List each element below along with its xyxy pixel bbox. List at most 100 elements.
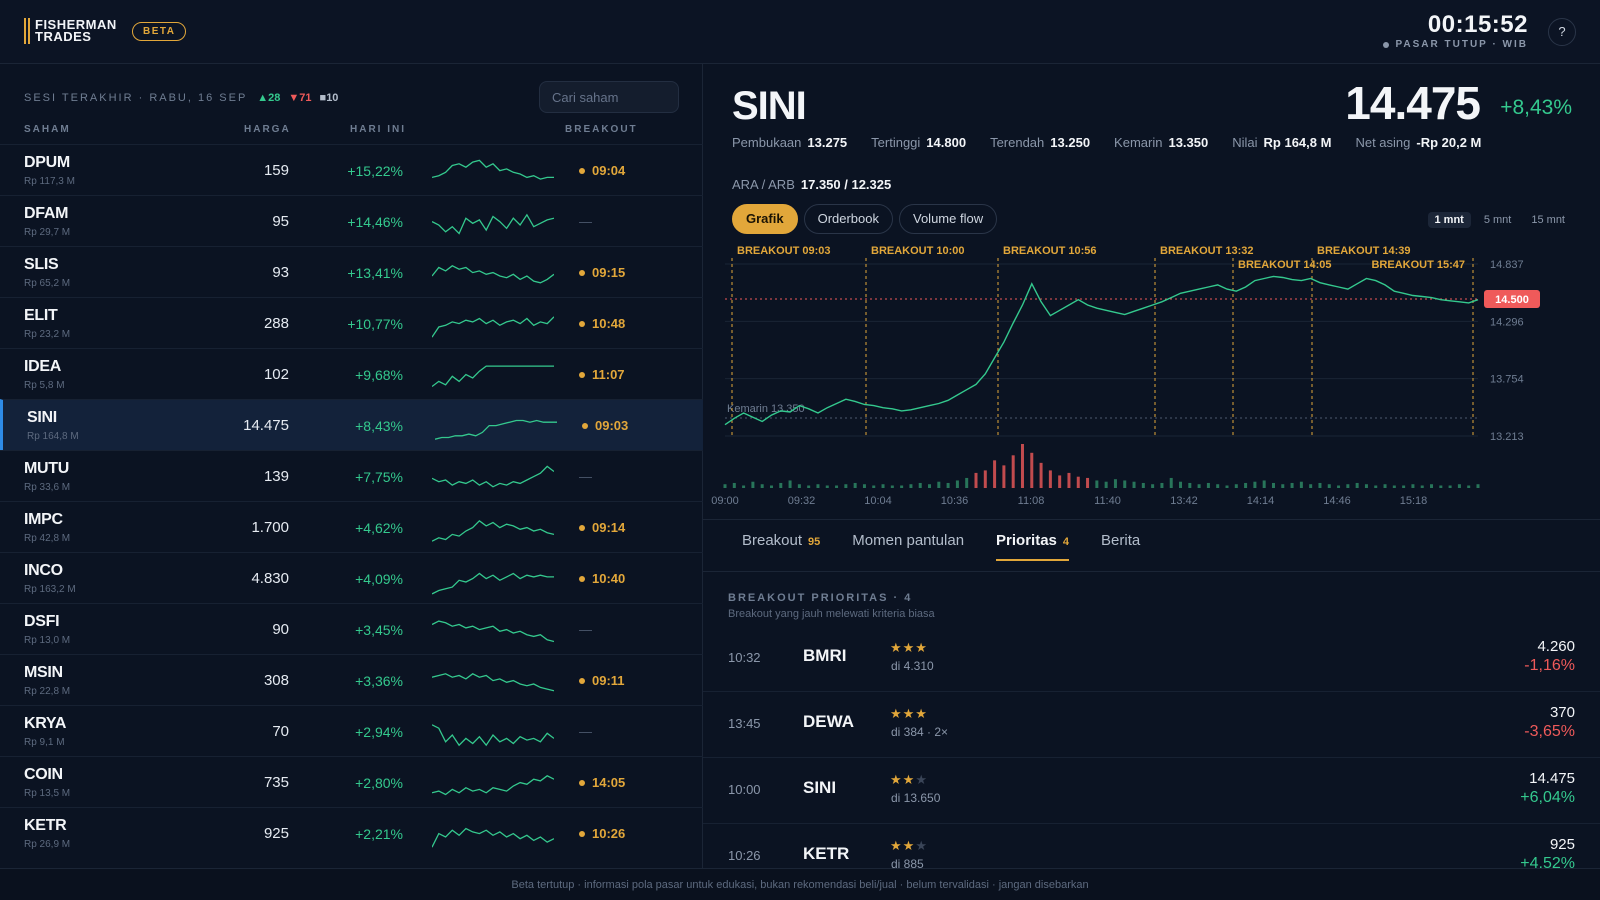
row-breakout: 09:11 [579,673,625,688]
row-price: 1.700 [251,519,289,536]
feed-tab[interactable]: Momen pantulan [852,532,964,561]
help-button[interactable]: ? [1548,18,1576,46]
watchlist-row[interactable]: ELIT Rp 23,2 M 288 +10,77% 10:48 [0,297,703,348]
priority-item[interactable]: 10:26 KETR ★★★ di 885 925 +4,52% [703,824,1600,868]
breakout-time: 10:26 [592,826,626,841]
priority-item[interactable]: 10:32 BMRI ★★★ di 4.310 4.260 -1,16% [703,626,1600,692]
row-price: 70 [272,723,289,740]
volume-bar [1197,484,1201,488]
sparkline-path [432,365,554,388]
breakout-dot-icon [582,422,588,429]
divider [703,519,1600,520]
item-price: 925 [1549,836,1575,853]
volume-bar [816,484,820,488]
stat-item: Kemarin 13.350 [1114,135,1208,150]
ara-label: ARA / ARB [732,177,795,192]
watchlist-row[interactable]: KETR Rp 26,9 M 925 +2,21% 10:26 [0,807,703,858]
row-ticker: COIN [24,766,63,783]
row-sparkline [432,265,554,284]
row-price: 308 [263,672,289,689]
tab-grafik[interactable]: Grafik [732,204,798,234]
ara-value: 17.350 / 12.325 [800,177,892,192]
volume-bar [1290,482,1294,488]
breakout-time: — [579,622,592,637]
watchlist-row[interactable]: MUTU Rp 33,6 M 139 +7,75% — [0,450,703,501]
feed-tab-label: Prioritas [996,532,1057,549]
volume-bar [1095,480,1099,488]
col-header-breakout[interactable]: BREAKOUT [565,124,638,135]
volume-bar [807,485,811,488]
volume-bar [1383,484,1387,488]
watchlist-row[interactable]: COIN Rp 13,5 M 735 +2,80% 14:05 [0,756,703,807]
stat-label: Pembukaan [732,135,802,150]
row-price: 102 [263,366,289,383]
breakout-label: BREAKOUT 13:32 [1160,245,1254,257]
volume-bar [862,484,866,488]
col-header-ticker[interactable]: SAHAM [24,124,71,135]
logo-line2: TRADES [35,29,92,44]
priority-item[interactable]: 13:45 DEWA ★★★ di 384 · 2× 370 -3,65% [703,692,1600,758]
watchlist-row[interactable]: MSIN Rp 22,8 M 308 +3,36% 09:11 [0,654,703,705]
price-series-line [724,275,1479,426]
volume-bar [1318,482,1322,488]
watchlist-row[interactable]: KRYA Rp 9,1 M 70 +2,94% — [0,705,703,756]
item-time: 10:00 [728,782,761,797]
feed-tab[interactable]: Berita [1101,532,1140,561]
watchlist-row[interactable]: DFAM Rp 29,7 M 95 +14,46% — [0,195,703,246]
volume-bar [965,477,969,488]
item-time: 13:45 [728,716,761,731]
breakout-dot-icon [579,269,585,276]
timeframe-1m[interactable]: 1 mnt [1427,212,1471,228]
breakout-dot-icon [579,575,585,582]
priority-item[interactable]: 10:00 SINI ★★★ di 13.650 14.475 +6,04% [703,758,1600,824]
volume-bar [1188,482,1192,488]
col-header-today[interactable]: HARI INI [350,124,406,135]
breakout-time: — [579,469,592,484]
col-header-price[interactable]: HARGA [244,124,291,135]
row-change: +10,77% [347,316,403,332]
volume-bar [1281,484,1285,488]
price-chart[interactable]: 14.837 14.296 13.754 13.213 Kemarin 13.350 14… [703,236,1600,516]
volume-bar [1058,475,1062,488]
watchlist-row[interactable]: SLIS Rp 65,2 M 93 +13,41% 09:15 [0,246,703,297]
volume-bar [993,460,997,488]
sparkline-path [432,519,554,542]
x-tick-label: 15:18 [1400,495,1428,507]
volume-bar [751,481,755,488]
market-status: PASAR TUTUP · WIB [1383,39,1528,50]
timeframe-15m[interactable]: 15 mnt [1531,214,1565,226]
tab-volume-flow[interactable]: Volume flow [899,204,998,234]
row-price: 925 [263,825,289,842]
tab-orderbook[interactable]: Orderbook [803,204,893,234]
sparkline-path [435,419,557,440]
stars-filled: ★★ [890,838,916,853]
timeframe-5m[interactable]: 5 mnt [1483,214,1512,226]
app-logo[interactable]: FISHERMAN TRADES [24,18,117,44]
detail-price: 14.475 [1345,77,1481,129]
sparkline-path [432,620,554,643]
watchlist-row[interactable]: SINI Rp 164,8 M 14.475 +8,43% 09:03 [0,399,703,450]
breakout-dot-icon [579,167,585,174]
row-sparkline [432,572,554,595]
watchlist-row[interactable]: DSFI Rp 13,0 M 90 +3,45% — [0,603,703,654]
feed-tab[interactable]: Breakout 95 [742,532,820,561]
watchlist-row[interactable]: IDEA Rp 5,8 M 102 +9,68% 11:07 [0,348,703,399]
feed-tab[interactable]: Prioritas 4 [996,532,1069,561]
volume-bar [1448,485,1452,488]
breakout-time: — [579,724,592,739]
breakout-dot-icon [579,320,585,327]
row-change: +9,68% [355,367,403,383]
star-rating-icon: ★★★ [890,640,928,656]
watchlist-row[interactable]: DPUM Rp 117,3 M 159 +15,22% 09:04 [0,144,703,195]
watchlist-row[interactable]: IMPC Rp 42,8 M 1.700 +4,62% 09:14 [0,501,703,552]
row-value: Rp 26,9 M [24,839,71,850]
stat-item: Terendah 13.250 [990,135,1090,150]
volume-bar [937,481,941,488]
watchlist-row[interactable]: INCO Rp 163,2 M 4.830 +4,09% 10:40 [0,552,703,603]
row-value: Rp 117,3 M [24,176,75,187]
sparkline-path [432,572,554,595]
stat-value: 13.350 [1168,135,1209,150]
detail-panel: SINI 14.475 +8,43% Pembukaan 13.275 Tertin… [703,64,1600,868]
volume-bar [1104,481,1108,488]
search-input[interactable] [539,81,679,113]
